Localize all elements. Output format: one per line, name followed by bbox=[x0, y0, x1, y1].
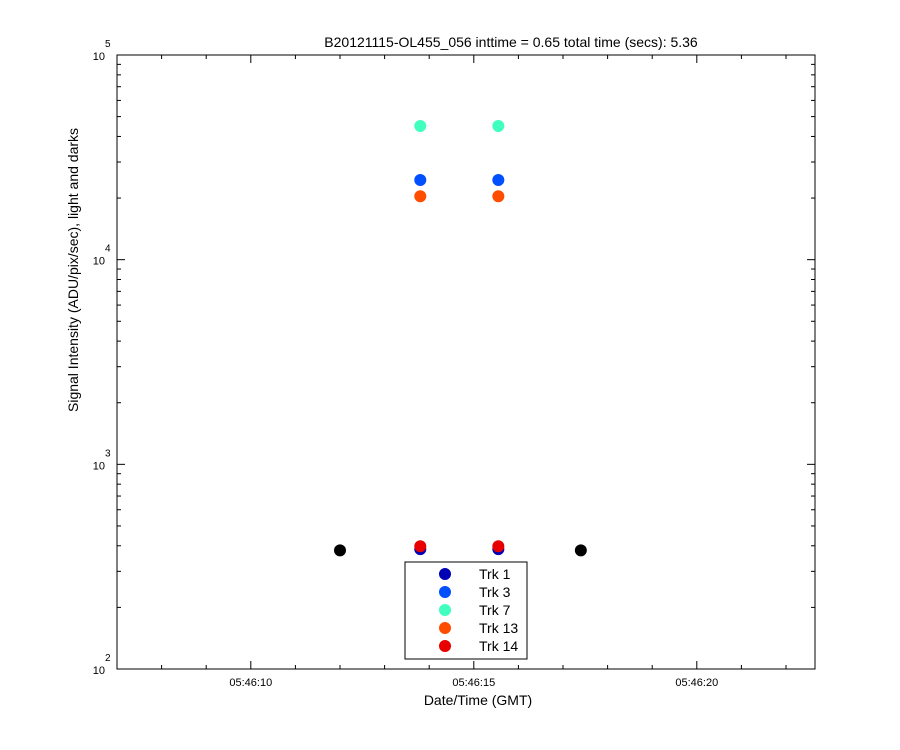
legend-label: Trk 7 bbox=[479, 602, 511, 618]
y-tick-label-exponent: 3 bbox=[105, 448, 111, 459]
data-point-trk-14 bbox=[414, 540, 427, 553]
data-point-trk-7 bbox=[414, 119, 427, 132]
y-tick-label-exponent: 4 bbox=[105, 244, 111, 255]
data-point-trk-3 bbox=[492, 174, 505, 187]
y-tick-label-exponent: 5 bbox=[105, 39, 111, 50]
y-tick-label-exponent: 2 bbox=[105, 653, 111, 664]
legend-label: Trk 3 bbox=[479, 584, 511, 600]
data-point-trk-13 bbox=[492, 190, 505, 203]
legend-marker bbox=[439, 586, 451, 598]
legend-marker bbox=[439, 604, 451, 616]
chart-title: B20121115-OL455_056 inttime = 0.65 total… bbox=[324, 34, 698, 50]
legend-box bbox=[404, 561, 528, 660]
data-point-trk-3 bbox=[414, 174, 427, 187]
legend-marker bbox=[439, 568, 451, 580]
x-tick-label: 05:46:15 bbox=[452, 677, 495, 689]
x-tick-label: 05:46:20 bbox=[675, 677, 718, 689]
x-axis-ticks: 05:46:10 05:46:15 05:46:20 bbox=[116, 55, 787, 689]
data-point-trk-7 bbox=[492, 119, 505, 132]
data-point-trk-13 bbox=[414, 190, 427, 203]
data-point-trk-14 bbox=[492, 540, 505, 553]
y-tick-label-base: 10 bbox=[93, 665, 105, 677]
legend-marker bbox=[439, 622, 451, 634]
legend-label: Trk 14 bbox=[479, 638, 518, 654]
dark-point bbox=[574, 544, 587, 557]
y-tick-label-base: 10 bbox=[93, 460, 105, 472]
data-points bbox=[334, 119, 587, 557]
x-axis-label: Date/Time (GMT) bbox=[424, 692, 532, 708]
legend-marker bbox=[439, 640, 451, 652]
dark-point bbox=[334, 544, 347, 557]
y-tick-label-base: 10 bbox=[93, 51, 105, 63]
y-tick-label-base: 10 bbox=[93, 256, 105, 268]
legend: Trk 1 Trk 3 Trk 7 Trk 13 Trk 14 bbox=[404, 561, 528, 660]
y-axis-label: Signal Intensity (ADU/pix/sec), light an… bbox=[65, 128, 81, 412]
legend-label: Trk 13 bbox=[479, 620, 518, 636]
x-tick-label: 05:46:10 bbox=[229, 677, 272, 689]
legend-label: Trk 1 bbox=[479, 566, 511, 582]
